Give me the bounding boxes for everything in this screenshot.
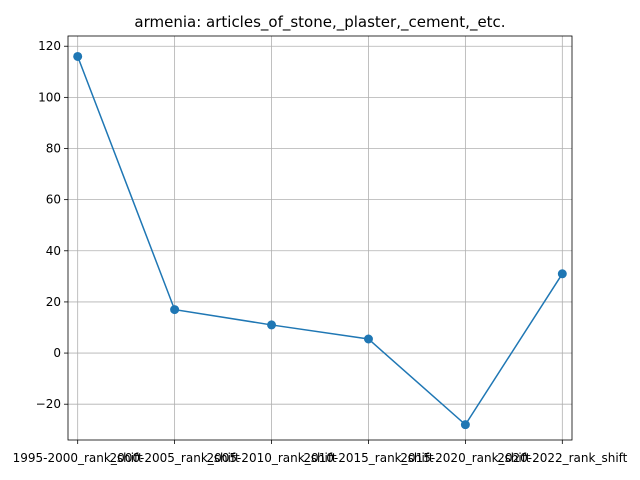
x-tick-label: 1995-2000_rank_shift: [13, 451, 143, 465]
chart-title: armenia: articles_of_stone,_plaster,_cem…: [134, 13, 505, 32]
x-tick-label: 2010-2015_rank_shift: [303, 451, 433, 465]
y-tick-label: 20: [46, 295, 61, 309]
y-tick-label: 100: [38, 90, 61, 104]
axis-ticks: 1995-2000_rank_shift2000-2005_rank_shift…: [13, 39, 628, 465]
x-tick-label: 2005-2010_rank_shift: [206, 451, 336, 465]
data-point: [170, 305, 180, 315]
grid: [68, 36, 572, 440]
y-tick-label: −20: [36, 397, 61, 411]
x-tick-label: 2020-2022_rank_shift: [497, 451, 627, 465]
data-point: [73, 51, 83, 61]
series-group: [73, 51, 567, 430]
series-line: [76, 56, 563, 426]
data-point: [267, 320, 277, 330]
y-tick-label: 40: [46, 244, 61, 258]
y-tick-label: 120: [38, 39, 61, 53]
axes-frame: [67, 35, 573, 441]
data-point: [363, 334, 373, 344]
y-tick-label: 80: [46, 142, 61, 156]
x-tick-label: 2015-2020_rank_shift: [400, 451, 530, 465]
y-tick-label: 0: [53, 346, 61, 360]
x-tick-label: 2000-2005_rank_shift: [110, 451, 240, 465]
data-point: [460, 420, 470, 430]
y-tick-label: 60: [46, 193, 61, 207]
data-point: [557, 269, 567, 279]
